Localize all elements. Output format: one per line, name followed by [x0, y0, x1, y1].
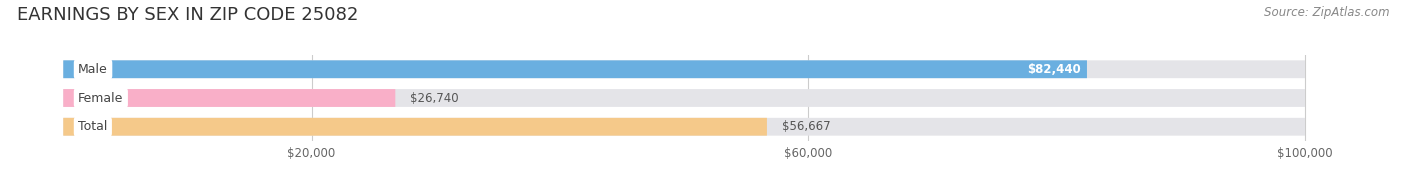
Text: Male: Male — [79, 63, 108, 76]
FancyBboxPatch shape — [63, 118, 1305, 136]
FancyBboxPatch shape — [63, 60, 1087, 78]
Text: Total: Total — [79, 120, 107, 133]
FancyBboxPatch shape — [63, 118, 766, 136]
Text: EARNINGS BY SEX IN ZIP CODE 25082: EARNINGS BY SEX IN ZIP CODE 25082 — [17, 6, 359, 24]
Text: Source: ZipAtlas.com: Source: ZipAtlas.com — [1264, 6, 1389, 19]
FancyBboxPatch shape — [63, 89, 395, 107]
Text: $82,440: $82,440 — [1026, 63, 1081, 76]
Text: Female: Female — [79, 92, 124, 104]
Text: $56,667: $56,667 — [782, 120, 831, 133]
FancyBboxPatch shape — [63, 60, 1305, 78]
Text: $26,740: $26,740 — [411, 92, 458, 104]
FancyBboxPatch shape — [63, 89, 1305, 107]
